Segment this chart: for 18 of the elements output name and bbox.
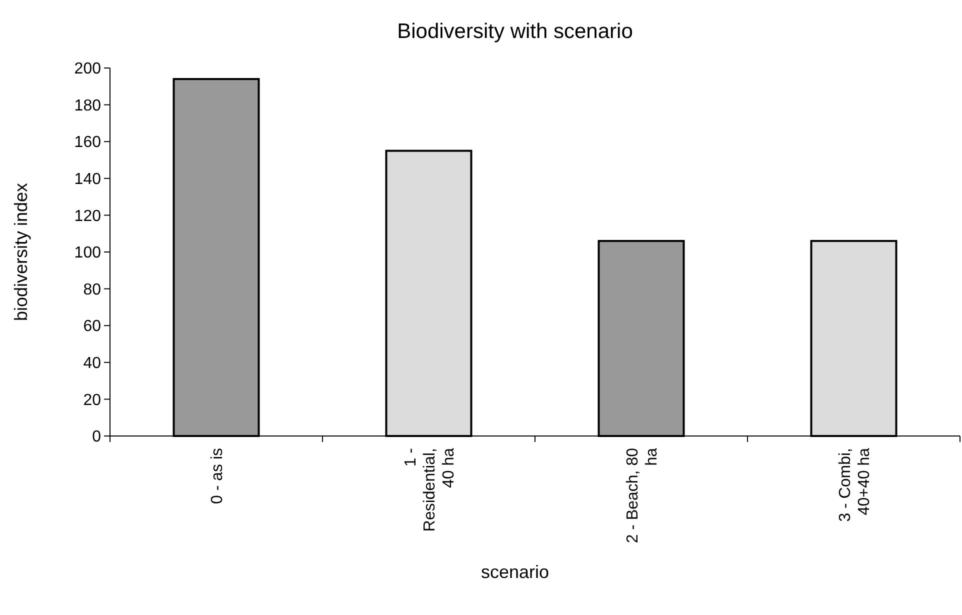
x-tick-label: 2 - Beach, 80 ha [624, 448, 660, 544]
y-tick-label: 200 [74, 60, 102, 78]
y-tick-label: 160 [74, 134, 102, 152]
x-tick-label: 3 - Combi, 40+40 ha [836, 448, 873, 522]
y-tick-label: 140 [74, 171, 102, 188]
chart-title: Biodiversity with scenario [397, 20, 633, 43]
x-tick-label: 0 - as is [208, 448, 226, 504]
y-tick-label: 20 [83, 392, 102, 409]
y-tick-label: 60 [83, 318, 102, 336]
x-axis-title: scenario [480, 562, 550, 582]
y-tick-label: 180 [74, 97, 102, 114]
y-tick-label: 40 [83, 355, 102, 372]
y-tick-label: 100 [74, 244, 102, 262]
y-tick-label: 120 [74, 208, 102, 225]
y-tick-label: 0 [92, 428, 102, 446]
x-tick-label: 1 - Residential, 40 ha [402, 448, 458, 532]
y-tick-label: 80 [83, 281, 102, 298]
y-axis-title: biodiversity index [11, 182, 31, 322]
